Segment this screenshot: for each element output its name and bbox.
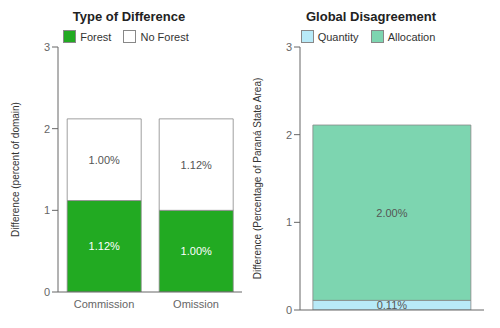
html-text:Global Disagreement: Global Disagreement — [306, 9, 436, 24]
svg-text:0: 0 — [286, 304, 292, 316]
svg-text:0.11%: 0.11% — [377, 299, 408, 311]
svg-text:2: 2 — [44, 123, 50, 135]
svg-text:1: 1 — [286, 216, 292, 228]
html-text:Type of Difference: Type of Difference — [72, 9, 186, 24]
svg-text:2.00%: 2.00% — [376, 207, 407, 219]
svg-text:1.12%: 1.12% — [89, 240, 120, 252]
html-text:No Forest: No Forest — [140, 30, 189, 43]
svg-text:1: 1 — [44, 204, 50, 216]
html-text:Quantity: Quantity — [317, 30, 359, 43]
svg-text:3: 3 — [286, 41, 292, 53]
svg-text:Commission: Commission — [74, 298, 135, 310]
svg-text:Omission: Omission — [173, 298, 219, 310]
svg-text:Difference (percent of domain): Difference (percent of domain) — [10, 102, 21, 237]
svg-text:1.00%: 1.00% — [89, 154, 120, 166]
svg-text:1.00%: 1.00% — [181, 245, 212, 257]
html-text:Allocation: Allocation — [387, 30, 436, 43]
svg-text:3: 3 — [44, 41, 50, 53]
svg-text:1.12%: 1.12% — [181, 159, 212, 171]
svg-text:Difference (Percentage of Para: Difference (Percentage of Paraná State A… — [252, 78, 263, 280]
svg-text:2: 2 — [286, 129, 292, 141]
html-text:Forest: Forest — [80, 30, 112, 43]
svg-text:0: 0 — [44, 286, 50, 298]
